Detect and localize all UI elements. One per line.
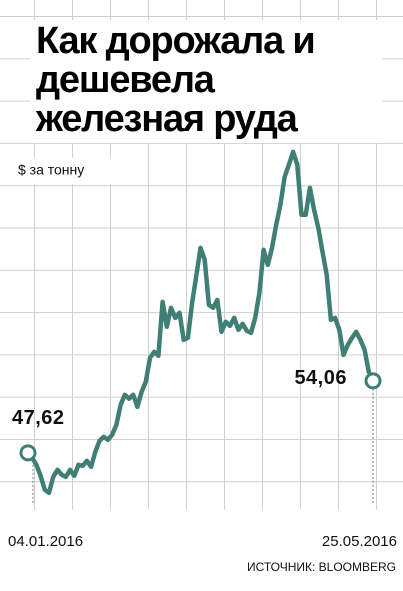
end-marker — [19, 444, 37, 462]
footer-bg — [0, 510, 403, 591]
y-axis-label: $ за тонну — [18, 162, 84, 178]
x-tick-label: 04.01.2016 — [8, 533, 83, 550]
x-tick-label: 25.05.2016 — [322, 533, 397, 550]
value-label: 47,62 — [12, 407, 65, 429]
chart-title: Как дорожала и дешевела железная руда — [30, 20, 382, 143]
end-marker — [364, 372, 382, 390]
value-label: 54,06 — [294, 367, 347, 389]
label-bg — [14, 158, 114, 184]
series-line — [26, 149, 376, 496]
source: ИСТОЧНИК: BLOOMBERG — [247, 560, 396, 574]
